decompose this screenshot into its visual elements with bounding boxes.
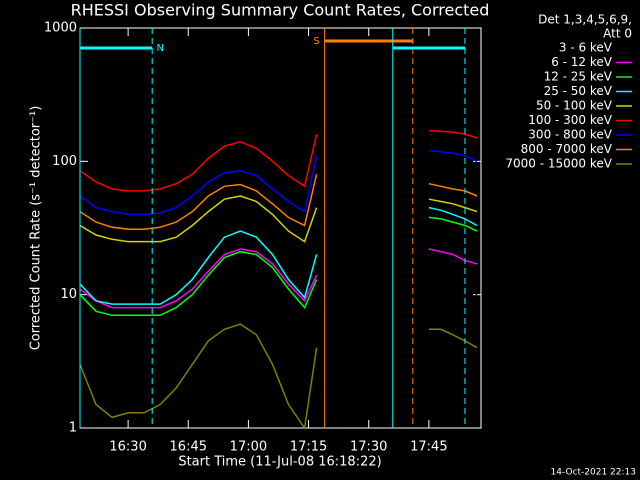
x-axis-label: Start Time (11-Jul-08 16:18:22) xyxy=(178,455,381,470)
x-tick-label: 16:30 xyxy=(109,440,146,455)
series-line xyxy=(79,323,478,430)
y-axis-label: Corrected Count Rate (s⁻¹ detector⁻¹) xyxy=(29,106,44,351)
interval-label: N xyxy=(156,43,163,54)
legend-header: Det 1,3,4,5,6,9, xyxy=(538,13,632,27)
series-line xyxy=(79,174,478,230)
series-line xyxy=(79,216,478,317)
legend-label: 6 - 12 keV xyxy=(551,55,613,69)
legend-label: 50 - 100 keV xyxy=(536,99,613,113)
legend-label: 7000 - 15000 keV xyxy=(505,157,612,171)
chart-title: RHESSI Observing Summary Count Rates, Co… xyxy=(71,1,490,20)
y-tick-label: 1000 xyxy=(44,21,77,36)
series-line xyxy=(79,150,478,216)
series-line xyxy=(79,129,478,192)
footer: 14-Oct-2021 22:13 xyxy=(551,468,636,478)
legend-label: 100 - 300 keV xyxy=(528,113,612,127)
y-tick-label: 10 xyxy=(60,287,77,302)
legend-label: 3 - 6 keV xyxy=(559,41,613,55)
series-line xyxy=(79,206,478,305)
x-tick-label: 17:15 xyxy=(290,440,327,455)
interval-label: S xyxy=(313,36,319,47)
series-line xyxy=(79,248,478,309)
legend-label: 12 - 25 keV xyxy=(544,70,613,84)
legend-label: 25 - 50 keV xyxy=(544,84,613,98)
y-tick-label: 100 xyxy=(52,154,77,169)
x-tick-label: 16:45 xyxy=(170,440,207,455)
x-tick-label: 17:30 xyxy=(350,440,387,455)
legend-label: 300 - 800 keV xyxy=(528,128,612,142)
y-tick-label: 1 xyxy=(69,421,77,436)
legend-header: Att 0 xyxy=(603,27,632,41)
plot-frame xyxy=(79,27,482,429)
x-tick-label: 17:00 xyxy=(230,440,267,455)
series-line xyxy=(79,270,478,342)
legend-label: 800 - 7000 keV xyxy=(521,142,613,156)
series-line xyxy=(79,195,478,243)
x-tick-label: 17:45 xyxy=(410,440,447,455)
